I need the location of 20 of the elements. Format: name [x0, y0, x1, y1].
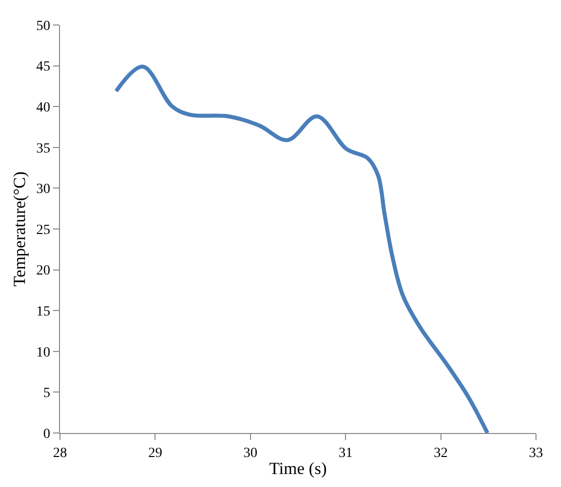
- y-tick-label: 5: [43, 386, 50, 402]
- y-tick-label: 45: [36, 60, 50, 75]
- x-tick-label: 32: [434, 446, 448, 461]
- y-tick-label: 50: [36, 18, 50, 34]
- y-tick-label: 30: [36, 182, 50, 198]
- y-tick-label: 20: [36, 264, 50, 279]
- y-tick-label: 15: [36, 304, 50, 320]
- x-tick-label: 31: [338, 446, 353, 461]
- y-tick-label: 40: [36, 100, 50, 116]
- y-tick-label: 35: [36, 141, 50, 156]
- line-series: [114, 64, 490, 433]
- y-tick-label: 0: [43, 426, 50, 442]
- y-axis-title: Temperature(°C): [10, 171, 29, 287]
- x-tick-label: 30: [243, 446, 258, 461]
- x-tick-label: 29: [148, 446, 162, 461]
- x-axis-title: Time (s): [269, 459, 327, 478]
- y-tick-label: 25: [36, 222, 50, 238]
- y-tick-label: 10: [36, 345, 50, 360]
- x-tick-label: 33: [529, 446, 543, 461]
- x-tick-label: 28: [53, 446, 67, 461]
